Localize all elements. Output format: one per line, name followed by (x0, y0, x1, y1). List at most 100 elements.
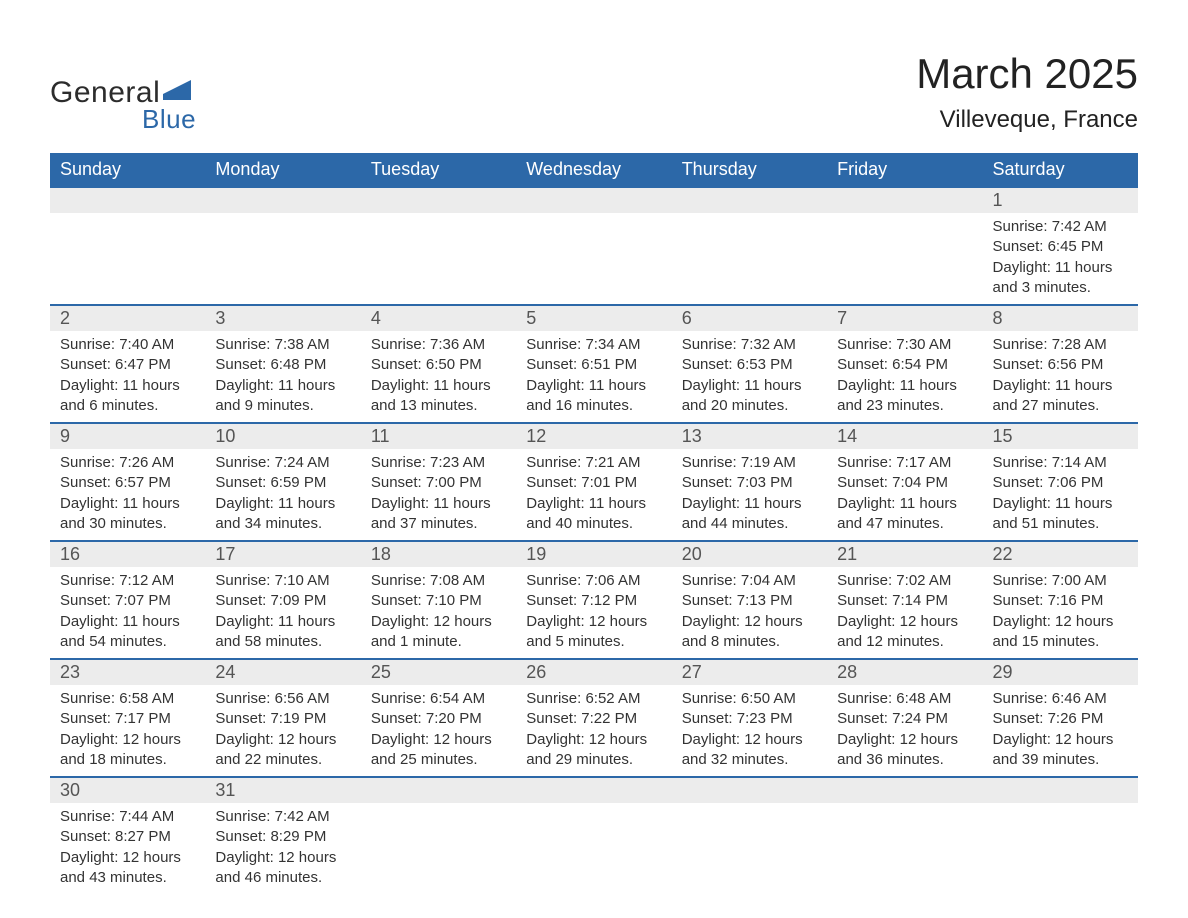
sunset-text: Sunset: 7:24 PM (837, 709, 972, 729)
day2-text: and 46 minutes. (215, 868, 350, 888)
sunrise-text: Sunrise: 7:19 AM (682, 453, 817, 473)
sunrise-text: Sunrise: 7:23 AM (371, 453, 506, 473)
day2-text: and 36 minutes. (837, 750, 972, 770)
sunset-text: Sunset: 7:07 PM (60, 591, 195, 611)
header: General Blue March 2025 Villeveque, Fran… (50, 50, 1138, 135)
day1-text: Daylight: 11 hours (371, 494, 506, 514)
day2-text: and 39 minutes. (993, 750, 1128, 770)
day-details-cell: Sunrise: 7:23 AMSunset: 7:00 PMDaylight:… (361, 449, 516, 541)
sunrise-text: Sunrise: 7:30 AM (837, 335, 972, 355)
day2-text: and 34 minutes. (215, 514, 350, 534)
location-subtitle: Villeveque, France (916, 106, 1138, 134)
day-number-cell: 3 (205, 305, 360, 331)
day1-text: Daylight: 12 hours (682, 730, 817, 750)
weekday-header-row: Sunday Monday Tuesday Wednesday Thursday… (50, 153, 1138, 187)
day-number-cell (983, 777, 1138, 803)
sunrise-text: Sunrise: 6:54 AM (371, 689, 506, 709)
day-details-cell: Sunrise: 6:58 AMSunset: 7:17 PMDaylight:… (50, 685, 205, 777)
day-details-cell: Sunrise: 7:42 AMSunset: 8:29 PMDaylight:… (205, 803, 360, 894)
sunrise-text: Sunrise: 6:46 AM (993, 689, 1128, 709)
day-number-cell: 29 (983, 659, 1138, 685)
day2-text: and 29 minutes. (526, 750, 661, 770)
day2-text: and 18 minutes. (60, 750, 195, 770)
sunrise-text: Sunrise: 7:26 AM (60, 453, 195, 473)
sunset-text: Sunset: 7:26 PM (993, 709, 1128, 729)
day2-text: and 25 minutes. (371, 750, 506, 770)
day2-text: and 3 minutes. (993, 278, 1128, 298)
day-details-cell: Sunrise: 6:48 AMSunset: 7:24 PMDaylight:… (827, 685, 982, 777)
day1-text: Daylight: 11 hours (371, 376, 506, 396)
day1-text: Daylight: 12 hours (526, 612, 661, 632)
day-number-row: 16171819202122 (50, 541, 1138, 567)
sunrise-text: Sunrise: 7:14 AM (993, 453, 1128, 473)
day-number-cell: 16 (50, 541, 205, 567)
day-number-cell: 2 (50, 305, 205, 331)
day-details-cell (983, 803, 1138, 894)
day-number-cell: 5 (516, 305, 671, 331)
sunrise-text: Sunrise: 7:38 AM (215, 335, 350, 355)
sunrise-text: Sunrise: 6:52 AM (526, 689, 661, 709)
day-details-row: Sunrise: 7:42 AMSunset: 6:45 PMDaylight:… (50, 213, 1138, 305)
day-number-cell: 19 (516, 541, 671, 567)
day-details-cell: Sunrise: 7:36 AMSunset: 6:50 PMDaylight:… (361, 331, 516, 423)
sunrise-text: Sunrise: 7:06 AM (526, 571, 661, 591)
day-number-cell (361, 187, 516, 213)
day2-text: and 22 minutes. (215, 750, 350, 770)
day1-text: Daylight: 11 hours (837, 494, 972, 514)
day-details-cell (516, 213, 671, 305)
day2-text: and 8 minutes. (682, 632, 817, 652)
brand-text-blue: Blue (142, 104, 196, 135)
day-details-cell (672, 803, 827, 894)
day1-text: Daylight: 12 hours (837, 612, 972, 632)
day2-text: and 15 minutes. (993, 632, 1128, 652)
day1-text: Daylight: 11 hours (682, 494, 817, 514)
day-details-cell: Sunrise: 7:34 AMSunset: 6:51 PMDaylight:… (516, 331, 671, 423)
weekday-header: Tuesday (361, 153, 516, 187)
day1-text: Daylight: 12 hours (993, 612, 1128, 632)
sunset-text: Sunset: 6:47 PM (60, 355, 195, 375)
sunset-text: Sunset: 7:23 PM (682, 709, 817, 729)
day1-text: Daylight: 11 hours (993, 494, 1128, 514)
day1-text: Daylight: 12 hours (371, 612, 506, 632)
day1-text: Daylight: 12 hours (215, 848, 350, 868)
day-number-cell (361, 777, 516, 803)
day-details-cell: Sunrise: 7:32 AMSunset: 6:53 PMDaylight:… (672, 331, 827, 423)
weekday-header: Wednesday (516, 153, 671, 187)
day1-text: Daylight: 12 hours (837, 730, 972, 750)
weekday-header: Thursday (672, 153, 827, 187)
day-details-cell: Sunrise: 7:14 AMSunset: 7:06 PMDaylight:… (983, 449, 1138, 541)
sunset-text: Sunset: 6:53 PM (682, 355, 817, 375)
sunset-text: Sunset: 8:29 PM (215, 827, 350, 847)
day-number-cell: 24 (205, 659, 360, 685)
day2-text: and 1 minute. (371, 632, 506, 652)
day-details-row: Sunrise: 7:40 AMSunset: 6:47 PMDaylight:… (50, 331, 1138, 423)
day-details-cell: Sunrise: 7:06 AMSunset: 7:12 PMDaylight:… (516, 567, 671, 659)
sunset-text: Sunset: 7:16 PM (993, 591, 1128, 611)
day2-text: and 37 minutes. (371, 514, 506, 534)
sunrise-text: Sunrise: 7:08 AM (371, 571, 506, 591)
day1-text: Daylight: 12 hours (60, 848, 195, 868)
sunrise-text: Sunrise: 7:24 AM (215, 453, 350, 473)
day-details-cell: Sunrise: 7:00 AMSunset: 7:16 PMDaylight:… (983, 567, 1138, 659)
day-details-cell: Sunrise: 6:52 AMSunset: 7:22 PMDaylight:… (516, 685, 671, 777)
sunset-text: Sunset: 7:13 PM (682, 591, 817, 611)
sunset-text: Sunset: 7:01 PM (526, 473, 661, 493)
day-number-row: 23242526272829 (50, 659, 1138, 685)
day-number-cell (672, 187, 827, 213)
day1-text: Daylight: 12 hours (371, 730, 506, 750)
title-block: March 2025 Villeveque, France (916, 50, 1138, 134)
day1-text: Daylight: 12 hours (526, 730, 661, 750)
sunrise-text: Sunrise: 6:58 AM (60, 689, 195, 709)
sunrise-text: Sunrise: 7:36 AM (371, 335, 506, 355)
sunset-text: Sunset: 6:48 PM (215, 355, 350, 375)
sunrise-text: Sunrise: 7:12 AM (60, 571, 195, 591)
day2-text: and 47 minutes. (837, 514, 972, 534)
day1-text: Daylight: 12 hours (60, 730, 195, 750)
day-number-cell (827, 777, 982, 803)
weekday-header: Friday (827, 153, 982, 187)
day-number-cell: 14 (827, 423, 982, 449)
day-details-cell: Sunrise: 7:28 AMSunset: 6:56 PMDaylight:… (983, 331, 1138, 423)
sunset-text: Sunset: 7:10 PM (371, 591, 506, 611)
day-details-cell: Sunrise: 7:44 AMSunset: 8:27 PMDaylight:… (50, 803, 205, 894)
day-details-cell: Sunrise: 6:46 AMSunset: 7:26 PMDaylight:… (983, 685, 1138, 777)
